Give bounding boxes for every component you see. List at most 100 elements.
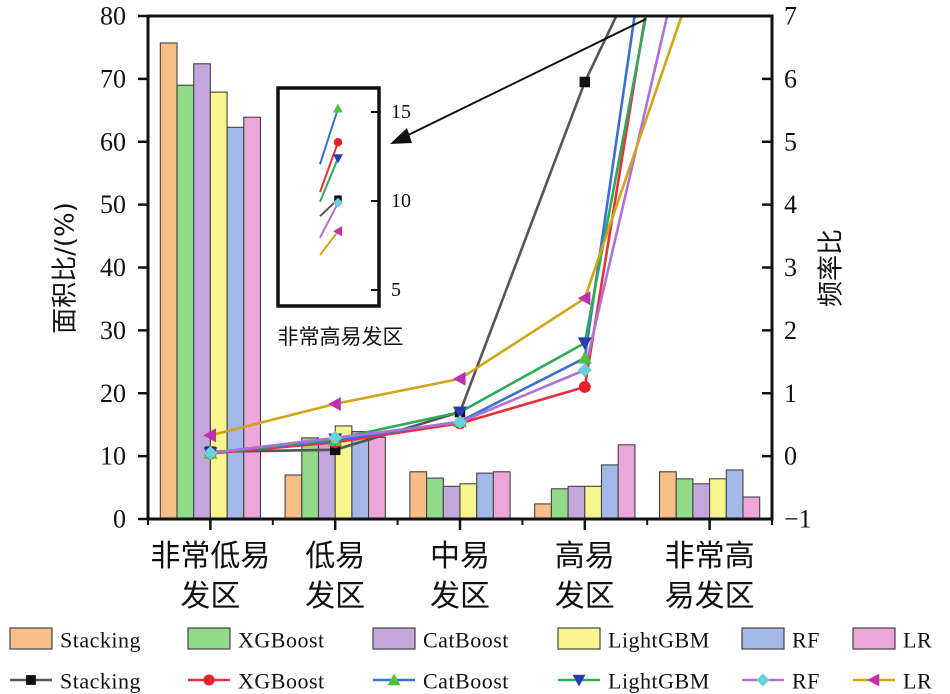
bar-rf-4: [725, 469, 744, 520]
inset-label: 非常高易发区: [278, 325, 404, 349]
x-tick-label: 发区: [430, 579, 490, 614]
inset-point-rf: [333, 197, 343, 208]
x-tick-label: 易发区: [665, 579, 755, 614]
inset-point-lr: [333, 226, 342, 237]
legend-label-bar: Stacking: [60, 628, 141, 653]
point-stacking-3: [579, 76, 591, 88]
inset-point-xgboost: [333, 138, 343, 147]
bar-rf-0: [226, 126, 245, 520]
inset-tick-label: 10: [391, 190, 411, 212]
point-lr-2: [453, 371, 466, 386]
bar-lr-1: [368, 436, 386, 520]
bar-catboost-2: [442, 485, 461, 520]
point-rf-3: [577, 362, 592, 377]
legend-label-bar: XGBoost: [238, 628, 325, 653]
legend-swatch-catboost: [372, 627, 416, 650]
y2-tick-label: 7: [784, 2, 797, 31]
legend-marker-rf: [756, 673, 770, 687]
x-tick-label: 高易: [555, 539, 615, 574]
y2-tick-label: 4: [784, 190, 797, 219]
y-tick-label: 50: [100, 190, 126, 219]
y-tick-label: 40: [100, 253, 126, 282]
x-tick-label: 低易: [305, 539, 365, 574]
y-tick-label: 60: [100, 127, 126, 156]
inset-line-rf: [319, 202, 339, 239]
bar-xgboost-2: [426, 477, 444, 520]
bar-rf-2: [476, 472, 494, 520]
legend-label-line: LightGBM: [608, 669, 710, 694]
bar-xgboost-4: [675, 478, 694, 520]
bar-lightgbm-2: [459, 483, 478, 520]
point-lr-3: [577, 291, 591, 306]
bar-lightgbm-4: [709, 478, 727, 520]
legend-label-bar: RF: [792, 628, 820, 653]
bar-lr-3: [617, 444, 636, 520]
y2-tick-label: 6: [784, 64, 797, 93]
legend-swatch-lr: [852, 627, 896, 650]
bar-stacking-0: [159, 42, 178, 520]
inset-line-lightgbm: [319, 157, 339, 203]
y2-tick-label: −1: [784, 505, 812, 534]
point-rf-0: [203, 445, 218, 460]
x-tick-label: 中易: [430, 539, 490, 574]
y2-tick-label: 5: [784, 127, 797, 156]
legend-label-line: CatBoost: [423, 669, 509, 694]
inset-tick-label: 5: [391, 279, 401, 301]
point-lr-1: [328, 396, 341, 411]
legend-label-bar: CatBoost: [423, 628, 509, 653]
y2-tick-label: 2: [784, 316, 797, 345]
point-stacking-1: [329, 444, 341, 456]
bar-lr-4: [742, 496, 761, 520]
y-tick-label: 0: [113, 505, 126, 534]
legend-label-line: XGBoost: [238, 669, 325, 694]
x-tick-label: 非常高: [665, 539, 755, 574]
bar-xgboost-0: [176, 84, 195, 520]
legend-swatch-xgboost: [187, 627, 231, 650]
y-axis-title: 面积比/(%): [51, 202, 81, 334]
legend-swatch-stacking: [9, 627, 53, 650]
point-lightgbm-3: [577, 337, 592, 350]
legend-label-line: Stacking: [60, 669, 141, 694]
legend-label-bar: LightGBM: [608, 628, 710, 653]
legend-swatch-rf: [741, 627, 785, 650]
legend: Stacking XGBoost CatBoost LightGBM RF LR Stack…: [9, 627, 932, 694]
x-tick-label: 发区: [180, 579, 240, 614]
y-tick-label: 20: [100, 379, 126, 408]
y-tick-label: 80: [100, 2, 126, 31]
y-tick-label: 10: [100, 442, 126, 471]
y-tick-label: 70: [100, 64, 126, 93]
inset-tick-label: 15: [391, 101, 411, 123]
bars-layer: [159, 42, 761, 520]
point-xgboost-3: [578, 381, 591, 393]
bar-stacking-1: [284, 474, 303, 520]
inset-line-xgboost: [319, 141, 339, 193]
inset-point-catboost: [333, 103, 343, 113]
bar-catboost-3: [567, 485, 586, 520]
lines-layer: [203, 16, 683, 460]
arrow-shaft: [401, 18, 647, 139]
x-tick-label: 发区: [305, 579, 365, 614]
bar-stacking-2: [409, 471, 428, 520]
legend-marker-catboost: [387, 673, 401, 686]
bar-lr-0: [243, 116, 262, 520]
inset-arrow: [390, 18, 647, 144]
x-tick-label: 发区: [555, 579, 615, 614]
legend-swatch-lightgbm: [557, 627, 601, 650]
bar-catboost-4: [692, 483, 711, 520]
legend-marker-lightgbm: [572, 674, 586, 687]
bar-stacking-3: [534, 503, 552, 520]
inset-line-catboost: [319, 108, 339, 165]
inset-point-lightgbm: [333, 154, 343, 164]
y2-tick-label: 3: [784, 253, 797, 282]
legend-label-line: RF: [792, 669, 820, 694]
point-lightgbm-2: [453, 406, 467, 420]
point-rf-2: [453, 415, 467, 430]
bar-rf-3: [600, 464, 619, 520]
legend-marker-xgboost: [203, 674, 215, 686]
inset-line-lr: [319, 230, 339, 256]
bar-lightgbm-3: [584, 485, 603, 520]
legend-label-line: LR: [903, 669, 932, 694]
point-rf-1: [328, 430, 343, 445]
